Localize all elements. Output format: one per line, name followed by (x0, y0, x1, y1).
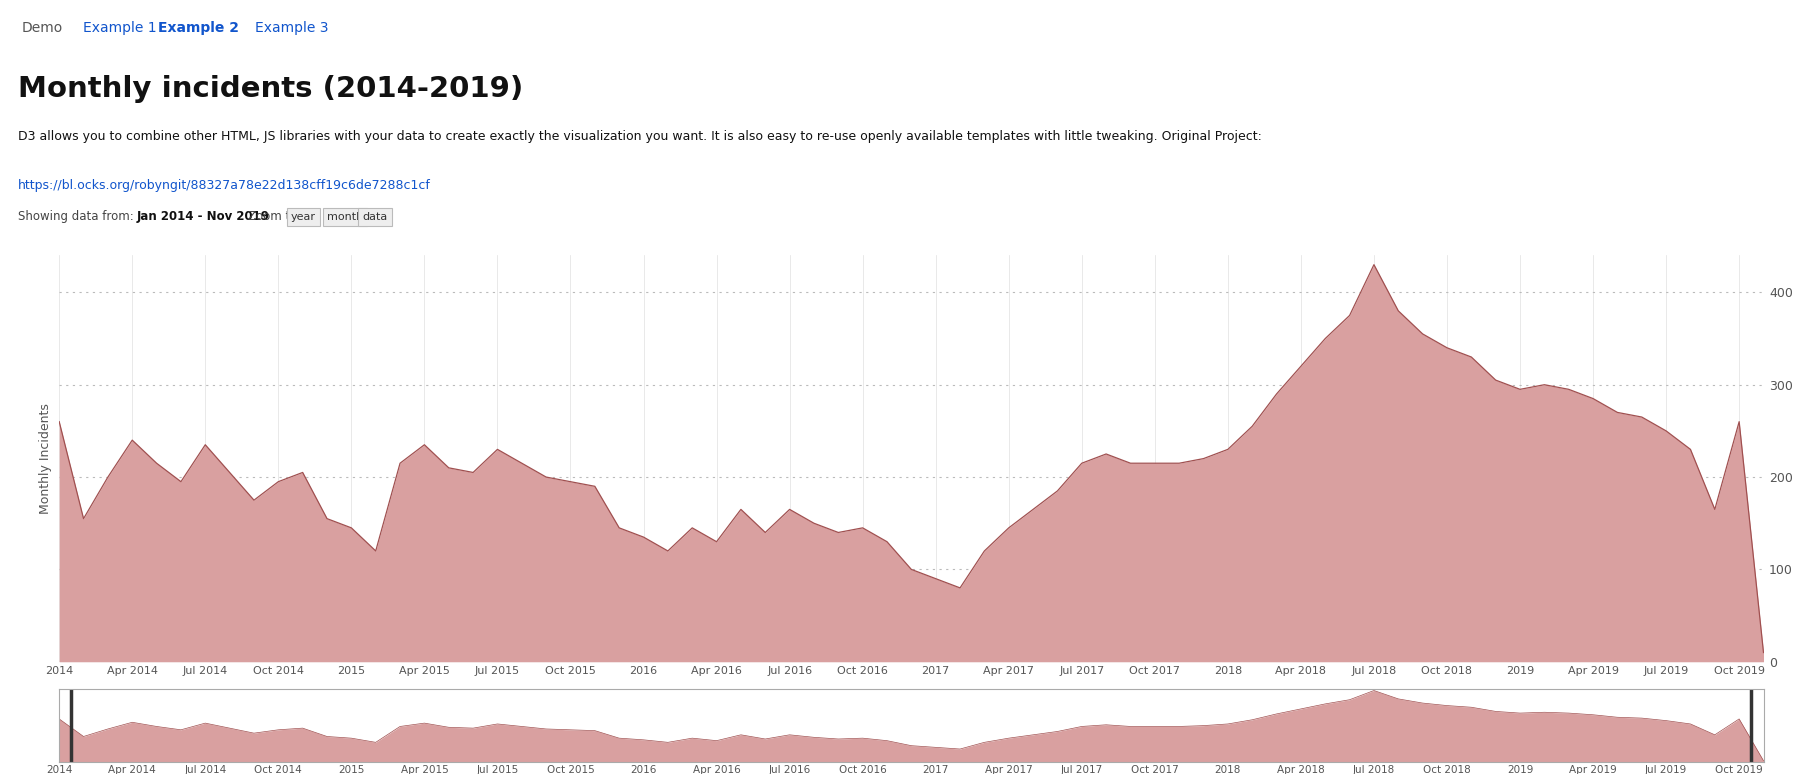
Text: Monthly incidents (2014-2019): Monthly incidents (2014-2019) (18, 75, 524, 103)
Text: https://bl.ocks.org/robyngit/88327a78e22d138cff19c6de7288c1cf: https://bl.ocks.org/robyngit/88327a78e22… (18, 180, 431, 192)
Text: data: data (362, 212, 388, 221)
Y-axis label: Monthly Incidents: Monthly Incidents (39, 403, 52, 514)
Text: Zoom to:: Zoom to: (248, 211, 301, 223)
Bar (59, 689, 1764, 762)
Text: Example 3: Example 3 (255, 21, 328, 35)
Text: Example 1: Example 1 (83, 21, 156, 35)
Text: month: month (327, 212, 362, 221)
Text: Showing data from:: Showing data from: (18, 211, 135, 223)
Text: Demo: Demo (22, 21, 63, 35)
Text: Jan 2014 - Nov 2019: Jan 2014 - Nov 2019 (136, 211, 269, 223)
Text: Example 2: Example 2 (158, 21, 239, 35)
Text: year: year (291, 212, 316, 221)
Text: D3 allows you to combine other HTML, JS libraries with your data to create exact: D3 allows you to combine other HTML, JS … (18, 130, 1261, 143)
